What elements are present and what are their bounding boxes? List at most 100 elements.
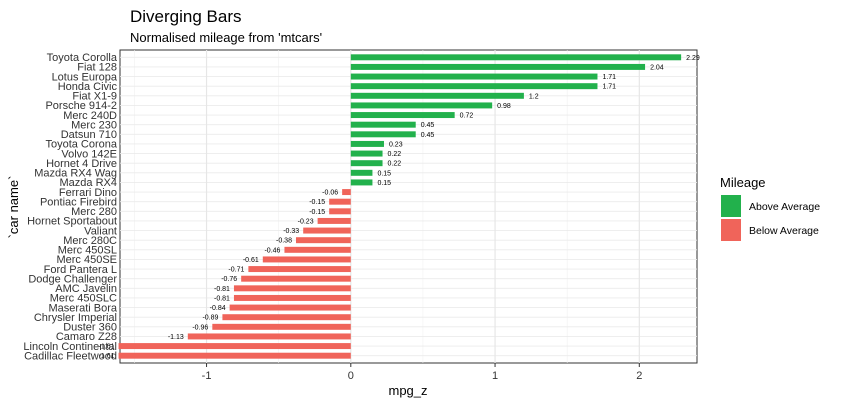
bar (342, 189, 351, 196)
bar (187, 333, 351, 340)
value-label: 0.72 (460, 113, 474, 120)
bar (350, 92, 524, 99)
value-label: 0.23 (389, 141, 403, 148)
value-label: -1.61 (99, 344, 115, 351)
y-tick-label: Merc 280C (63, 235, 117, 247)
bar (350, 121, 416, 128)
value-label: -0.84 (210, 305, 226, 312)
y-tick-label: Datsun 710 (61, 129, 117, 141)
y-tick-label: Camaro Z28 (56, 331, 117, 343)
value-label: 1.2 (529, 93, 539, 100)
plot-panel (119, 49, 698, 364)
y-tick-label: Chrysler Imperial (34, 312, 117, 324)
y-tick-label: Toyota Corolla (47, 52, 118, 64)
y-tick-label: Ford Pantera L (44, 264, 117, 276)
value-label: 1.71 (602, 84, 616, 91)
value-label: -0.96 (192, 324, 208, 331)
bar (350, 140, 384, 147)
bar (233, 294, 351, 301)
y-tick-label: Merc 450SL (58, 245, 117, 257)
y-tick-label: Merc 240D (63, 110, 117, 122)
value-label: 0.22 (388, 151, 402, 158)
bar (350, 54, 682, 61)
bar (222, 314, 351, 321)
bar (241, 275, 351, 282)
value-label: -0.15 (309, 209, 325, 216)
bar (329, 198, 351, 205)
bar (248, 266, 351, 273)
value-label: 1.71 (602, 74, 616, 81)
value-labels-group: 2.29 2.04 1.71 1.71 1.2 0.98 0.72 0.45 0.45 0.23 0… (99, 55, 700, 360)
bar (295, 237, 351, 244)
bar (212, 323, 351, 330)
x-tick-labels-group: -1 0 1 2 (202, 363, 642, 382)
y-axis-title: `car name` (6, 176, 21, 239)
y-tick-label: Duster 360 (63, 322, 117, 334)
bar (350, 63, 646, 70)
y-tick-label: Honda Civic (58, 81, 118, 93)
bar (350, 160, 383, 167)
y-tick-label: Porsche 914-2 (45, 100, 117, 112)
value-label: 0.15 (377, 180, 391, 187)
bar (118, 352, 351, 359)
y-tick-label: Merc 230 (71, 119, 117, 131)
y-tick-label: Mazda RX4 (60, 177, 117, 189)
value-label: 0.22 (388, 161, 402, 168)
value-label: -0.23 (298, 218, 314, 225)
bar (350, 131, 416, 138)
bar (303, 227, 351, 234)
bar (284, 246, 351, 253)
bar (350, 83, 598, 90)
y-tick-label: Dodge Challenger (28, 273, 117, 285)
bar (350, 73, 598, 80)
value-label: -0.81 (214, 295, 230, 302)
y-tick-label: Maserati Bora (49, 302, 118, 314)
bar (118, 343, 351, 350)
bars-group (118, 54, 682, 359)
value-label: -0.89 (202, 315, 218, 322)
value-label: -0.46 (264, 247, 280, 254)
value-label: -1.61 (99, 353, 115, 360)
y-tick-label: Cadillac Fleetwood (24, 351, 117, 363)
y-tick-label: Merc 280 (71, 206, 117, 218)
y-tick-label: Volvo 142E (61, 148, 117, 160)
y-tick-label: Merc 450SLC (50, 293, 117, 305)
legend-label-below: Below Average (749, 225, 819, 237)
bar (350, 169, 373, 176)
value-label: 0.15 (377, 170, 391, 177)
value-label: -0.38 (276, 238, 292, 245)
value-label: -0.81 (214, 286, 230, 293)
value-label: 0.45 (421, 122, 435, 129)
value-label: 0.98 (497, 103, 511, 110)
value-label: -0.71 (228, 267, 244, 274)
x-tick-label: -1 (202, 370, 212, 382)
legend-swatch-below (721, 219, 741, 241)
y-tick-label: Hornet 4 Drive (46, 158, 117, 170)
bar (229, 304, 351, 311)
bar (329, 208, 351, 215)
x-tick-label: 0 (348, 370, 354, 382)
bar (262, 256, 351, 263)
bar (350, 150, 383, 157)
y-tick-label: AMC Javelin (55, 283, 117, 295)
y-tick-label: Merc 450SE (56, 254, 117, 266)
bar (317, 217, 351, 224)
value-label: -1.13 (168, 334, 184, 341)
legend: Mileage Above Average Below Average (720, 175, 820, 241)
value-label: 2.29 (686, 55, 700, 62)
legend-title: Mileage (720, 175, 766, 190)
legend-label-above: Above Average (749, 201, 820, 213)
y-tick-label: Lincoln Continental (23, 341, 117, 353)
x-tick-label: 2 (636, 370, 642, 382)
value-label: 2.04 (650, 64, 664, 71)
legend-swatch-above (721, 195, 741, 217)
y-tick-label: Mazda RX4 Wag (34, 168, 117, 180)
y-tick-label: Fiat 128 (77, 62, 117, 74)
value-label: 0.45 (421, 132, 435, 139)
y-tick-label: Lotus Europa (52, 71, 118, 83)
x-tick-label: 1 (492, 370, 498, 382)
chart-subtitle: Normalised mileage from 'mtcars' (130, 30, 322, 45)
bar (350, 112, 455, 119)
